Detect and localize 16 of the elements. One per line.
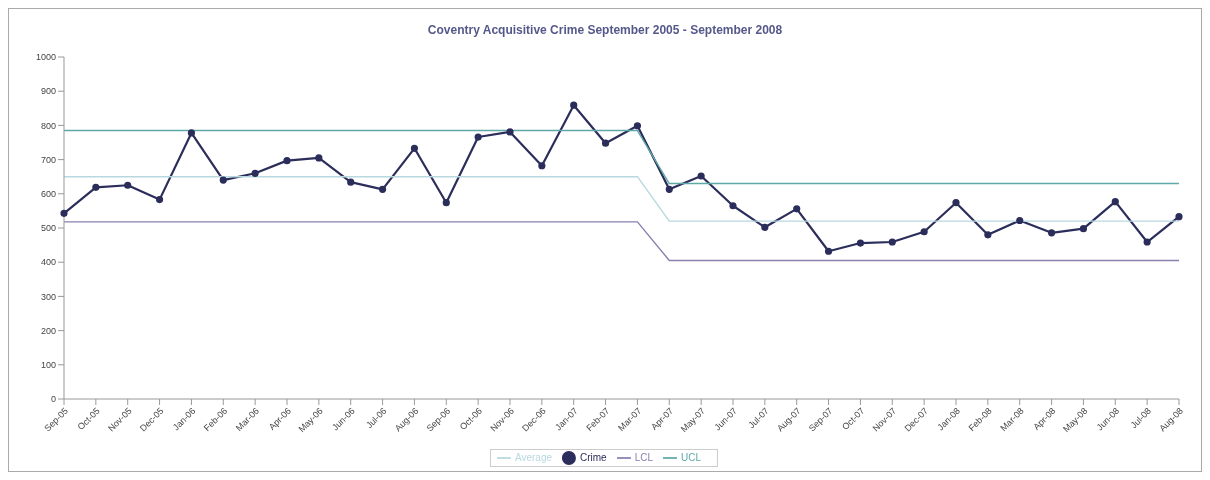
y-tick-label: 0 xyxy=(50,394,56,405)
y-tick-label: 800 xyxy=(40,120,56,131)
legend-label: UCL xyxy=(681,451,702,463)
legend-label: Average xyxy=(514,451,553,463)
y-tick-label: 300 xyxy=(40,291,56,302)
legend-label: LCL xyxy=(634,451,654,463)
y-tick-label: 600 xyxy=(40,189,56,199)
y-tick-label: 900 xyxy=(40,86,56,97)
y-tick-label: 700 xyxy=(40,154,56,165)
y-tick-label: 400 xyxy=(40,257,56,268)
y-tick-label: 500 xyxy=(40,223,56,234)
y-tick-label: 1000 xyxy=(35,52,56,63)
y-tick-label: 100 xyxy=(40,359,56,370)
chart-title: Coventry Acquisitive Crime September 2005 - September 2008 xyxy=(426,23,784,37)
legend-label: Crime xyxy=(580,451,607,463)
y-tick-label: 200 xyxy=(40,325,56,336)
